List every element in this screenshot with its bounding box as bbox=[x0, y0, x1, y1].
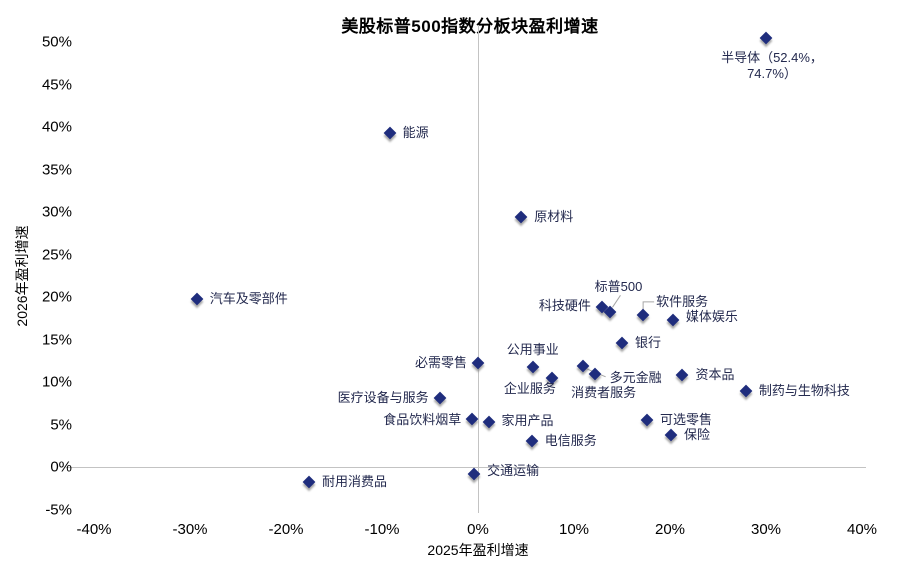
label-capital-goods: 资本品 bbox=[695, 367, 735, 383]
y-tick-label: 0% bbox=[50, 458, 72, 476]
zero-gridline-horizontal bbox=[66, 467, 866, 468]
label-healthcare-equipment-services: 医疗设备与服务 bbox=[337, 390, 429, 406]
point-discretionary-retail bbox=[640, 413, 654, 427]
x-tick-label: 30% bbox=[750, 521, 782, 538]
label-discretionary-retail: 可选零售 bbox=[659, 412, 712, 428]
point-energy bbox=[383, 126, 397, 140]
leader-sp500 bbox=[612, 295, 621, 308]
label-insurance: 保险 bbox=[683, 426, 710, 442]
y-tick-label: 40% bbox=[41, 118, 72, 136]
label-consumer-durables: 耐用消费品 bbox=[322, 474, 388, 490]
label-media-entertainment: 媒体娱乐 bbox=[685, 308, 738, 324]
point-healthcare-equipment-services bbox=[433, 391, 446, 405]
label-tech-hardware: 科技硬件 bbox=[538, 298, 591, 314]
x-tick-label: -20% bbox=[268, 521, 304, 538]
y-tick-label: 20% bbox=[41, 288, 72, 306]
label-food-beverage-tobacco: 食品饮料烟草 bbox=[383, 412, 462, 428]
x-axis-title: 2025年盈利增速 bbox=[427, 542, 529, 558]
point-staples-retail bbox=[471, 356, 485, 370]
label-autos-components: 汽车及零部件 bbox=[209, 290, 288, 306]
label-telecom-services: 电信服务 bbox=[544, 432, 597, 448]
y-tick-label: 5% bbox=[50, 416, 72, 433]
x-tick-label: -40% bbox=[76, 521, 112, 538]
point-banks bbox=[615, 336, 629, 350]
point-autos-components bbox=[190, 292, 204, 306]
label-consumer-services: 消费者服务 bbox=[571, 385, 637, 401]
x-tick-label: 40% bbox=[846, 521, 878, 538]
point-pharma-biotech bbox=[739, 384, 753, 398]
label-semiconductor: 半导体（52.4%， 74.7%） bbox=[721, 49, 823, 81]
zero-gridline-vertical bbox=[478, 25, 479, 513]
y-tick-label: 10% bbox=[41, 373, 72, 391]
y-tick-label: 45% bbox=[41, 76, 72, 93]
label-banks: 银行 bbox=[635, 334, 662, 350]
label-sp500: 标普500 bbox=[594, 279, 643, 295]
label-utilities: 公用事业 bbox=[506, 341, 559, 357]
label-software-services: 软件服务 bbox=[656, 293, 709, 309]
point-materials bbox=[514, 210, 528, 224]
point-diversified-financials bbox=[576, 359, 589, 373]
point-telecom-services bbox=[525, 434, 539, 448]
label-energy: 能源 bbox=[402, 124, 429, 140]
x-tick-label: -10% bbox=[364, 521, 400, 538]
chart-title: 美股标普500指数分板块盈利增速 bbox=[341, 17, 599, 36]
label-materials: 原材料 bbox=[534, 209, 574, 225]
x-tick-label: 0% bbox=[467, 521, 489, 538]
y-tick-label: -5% bbox=[45, 501, 72, 518]
point-sp500 bbox=[604, 305, 617, 319]
point-food-beverage-tobacco bbox=[465, 413, 479, 426]
y-tick-label: 50% bbox=[41, 33, 72, 51]
y-tick-label: 15% bbox=[41, 331, 72, 348]
label-pharma-biotech: 制药与生物科技 bbox=[758, 383, 850, 399]
point-consumer-services bbox=[588, 367, 602, 381]
point-consumer-durables bbox=[302, 475, 316, 489]
label-household-products: 家用产品 bbox=[501, 412, 554, 428]
y-tick-label: 25% bbox=[41, 246, 72, 263]
y-axis-title: 2026年盈利增速 bbox=[14, 225, 30, 327]
point-software-services bbox=[636, 308, 650, 322]
label-staples-retail: 必需零售 bbox=[414, 355, 467, 371]
label-transportation: 交通运输 bbox=[487, 462, 540, 478]
y-tick-label: 30% bbox=[41, 203, 72, 221]
point-utilities bbox=[526, 360, 540, 374]
label-commercial-services: 企业服务 bbox=[503, 380, 556, 396]
point-household-products bbox=[482, 415, 495, 429]
point-insurance bbox=[664, 428, 678, 442]
point-media-entertainment bbox=[666, 313, 680, 327]
leader-software-services bbox=[642, 301, 655, 310]
x-tick-label: 20% bbox=[654, 521, 686, 538]
y-tick-label: 35% bbox=[41, 161, 72, 178]
x-tick-label: 10% bbox=[558, 521, 590, 538]
point-capital-goods bbox=[676, 368, 689, 382]
label-diversified-financials: 多元金融 bbox=[609, 369, 662, 385]
x-tick-label: -30% bbox=[172, 521, 208, 538]
